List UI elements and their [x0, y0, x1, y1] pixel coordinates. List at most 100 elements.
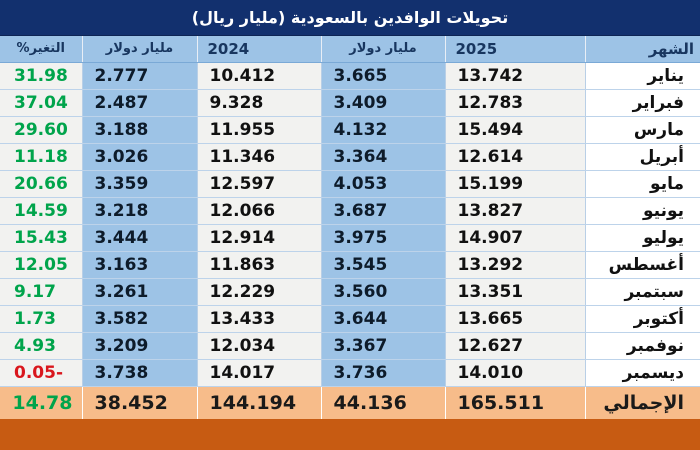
table-row[interactable]: يوليو 14.907 3.975 12.914 3.444 15.43	[0, 224, 700, 252]
cell-change-pct[interactable]: 9.17	[0, 278, 82, 306]
total-value-2025[interactable]: 165.511	[444, 385, 585, 419]
cell-dollar-2025[interactable]: 3.367	[320, 332, 445, 360]
cell-dollar-2024[interactable]: 3.209	[81, 332, 197, 360]
cell-value-2025[interactable]: 13.665	[444, 305, 585, 333]
cell-dollar-2025[interactable]: 3.687	[320, 197, 445, 225]
table-row[interactable]: أبريل 12.614 3.364 11.346 3.026 11.18	[0, 143, 700, 171]
cell-dollar-2024[interactable]: 3.738	[81, 359, 197, 387]
cell-value-2024[interactable]: 11.346	[196, 143, 321, 171]
cell-value-2025[interactable]: 13.827	[444, 197, 585, 225]
cell-value-2025[interactable]: 15.199	[444, 170, 585, 198]
cell-change-pct[interactable]: 29.60	[0, 116, 82, 144]
cell-month[interactable]: مارس	[584, 116, 700, 144]
total-change-pct[interactable]: 14.78	[0, 385, 82, 419]
column-header-change[interactable]: التغير%	[0, 36, 82, 63]
cell-change-pct[interactable]: 12.05	[0, 251, 82, 279]
cell-dollar-2025[interactable]: 3.665	[320, 62, 445, 90]
cell-value-2025[interactable]: 13.351	[444, 278, 585, 306]
cell-value-2025[interactable]: 13.292	[444, 251, 585, 279]
column-header-dollar-2024[interactable]: مليار دولار	[81, 36, 197, 63]
cell-value-2024[interactable]: 14.017	[196, 359, 321, 387]
table-row[interactable]: يونيو 13.827 3.687 12.066 3.218 14.59	[0, 197, 700, 225]
total-value-2024[interactable]: 144.194	[196, 385, 321, 419]
table-row[interactable]: مايو 15.199 4.053 12.597 3.359 20.66	[0, 170, 700, 198]
cell-value-2024[interactable]: 10.412	[196, 62, 321, 90]
cell-value-2024[interactable]: 11.955	[196, 116, 321, 144]
cell-dollar-2025[interactable]: 3.409	[320, 89, 445, 117]
table-row[interactable]: فبراير 12.783 3.409 9.328 2.487 37.04	[0, 89, 700, 117]
cell-change-pct[interactable]: 1.73	[0, 305, 82, 333]
table-row[interactable]: يناير 13.742 3.665 10.412 2.777 31.98	[0, 62, 700, 90]
cell-month[interactable]: أغسطس	[584, 251, 700, 279]
cell-dollar-2025[interactable]: 3.545	[320, 251, 445, 279]
cell-change-pct[interactable]: 20.66	[0, 170, 82, 198]
cell-month[interactable]: نوفمبر	[584, 332, 700, 360]
cell-value-2024[interactable]: 12.066	[196, 197, 321, 225]
cell-month[interactable]: فبراير	[584, 89, 700, 117]
cell-change-pct[interactable]: 4.93	[0, 332, 82, 360]
cell-change-pct[interactable]: -0.05	[0, 359, 82, 387]
cell-dollar-2025[interactable]: 3.975	[320, 224, 445, 252]
column-header-month[interactable]: الشهر	[584, 36, 700, 63]
cell-dollar-2025[interactable]: 3.644	[320, 305, 445, 333]
table-row[interactable]: مارس 15.494 4.132 11.955 3.188 29.60	[0, 116, 700, 144]
cell-change-pct[interactable]: 14.59	[0, 197, 82, 225]
column-header-2025[interactable]: 2025	[444, 36, 585, 63]
table-row[interactable]: نوفمبر 12.627 3.367 12.034 3.209 4.93	[0, 332, 700, 360]
cell-dollar-2024[interactable]: 3.261	[81, 278, 197, 306]
cell-value-2025[interactable]: 15.494	[444, 116, 585, 144]
cell-value-2025[interactable]: 14.010	[444, 359, 585, 387]
cell-dollar-2024[interactable]: 3.582	[81, 305, 197, 333]
column-header-dollar-2025[interactable]: مليار دولار	[320, 36, 445, 63]
cell-dollar-2025[interactable]: 3.364	[320, 143, 445, 171]
cell-value-2025[interactable]: 13.742	[444, 62, 585, 90]
cell-month[interactable]: يناير	[584, 62, 700, 90]
cell-dollar-2025[interactable]: 3.560	[320, 278, 445, 306]
total-dollar-2024[interactable]: 38.452	[81, 385, 197, 419]
cell-month[interactable]: مايو	[584, 170, 700, 198]
cell-dollar-2025[interactable]: 3.736	[320, 359, 445, 387]
cell-dollar-2024[interactable]: 3.218	[81, 197, 197, 225]
total-label[interactable]: الإجمالي	[584, 385, 700, 419]
cell-dollar-2024[interactable]: 3.359	[81, 170, 197, 198]
cell-month[interactable]: ديسمبر	[584, 359, 700, 387]
cell-dollar-2025[interactable]: 4.132	[320, 116, 445, 144]
total-row[interactable]: الإجمالي 165.511 44.136 144.194 38.452 14.78	[0, 385, 700, 419]
cell-value-2024[interactable]: 11.863	[196, 251, 321, 279]
cell-value-2025[interactable]: 12.627	[444, 332, 585, 360]
column-header-2024[interactable]: 2024	[196, 36, 321, 63]
table-row[interactable]: ديسمبر 14.010 3.736 14.017 3.738 -0.05	[0, 359, 700, 387]
table-body: يناير 13.742 3.665 10.412 2.777 31.98 فبراير 12…	[0, 62, 700, 419]
cell-dollar-2025[interactable]: 4.053	[320, 170, 445, 198]
cell-value-2024[interactable]: 9.328	[196, 89, 321, 117]
cell-value-2025[interactable]: 12.614	[444, 143, 585, 171]
cell-dollar-2024[interactable]: 3.026	[81, 143, 197, 171]
cell-dollar-2024[interactable]: 2.487	[81, 89, 197, 117]
cell-value-2024[interactable]: 12.034	[196, 332, 321, 360]
cell-dollar-2024[interactable]: 3.444	[81, 224, 197, 252]
table-row[interactable]: أكتوبر 13.665 3.644 13.433 3.582 1.73	[0, 305, 700, 333]
cell-dollar-2024[interactable]: 3.188	[81, 116, 197, 144]
cell-change-pct[interactable]: 15.43	[0, 224, 82, 252]
cell-month[interactable]: أكتوبر	[584, 305, 700, 333]
cell-value-2025[interactable]: 12.783	[444, 89, 585, 117]
cell-dollar-2024[interactable]: 3.163	[81, 251, 197, 279]
table-header: الشهر 2025 مليار دولار 2024 مليار دولار …	[0, 36, 700, 63]
cell-month[interactable]: أبريل	[584, 143, 700, 171]
cell-value-2024[interactable]: 13.433	[196, 305, 321, 333]
total-dollar-2025[interactable]: 44.136	[320, 385, 445, 419]
cell-change-pct[interactable]: 37.04	[0, 89, 82, 117]
cell-value-2024[interactable]: 12.597	[196, 170, 321, 198]
cell-value-2025[interactable]: 14.907	[444, 224, 585, 252]
cell-month[interactable]: سبتمبر	[584, 278, 700, 306]
cell-dollar-2024[interactable]: 2.777	[81, 62, 197, 90]
cell-value-2024[interactable]: 12.914	[196, 224, 321, 252]
table-row[interactable]: أغسطس 13.292 3.545 11.863 3.163 12.05	[0, 251, 700, 279]
cell-month[interactable]: يوليو	[584, 224, 700, 252]
cell-month[interactable]: يونيو	[584, 197, 700, 225]
table-row[interactable]: سبتمبر 13.351 3.560 12.229 3.261 9.17	[0, 278, 700, 306]
cell-value-2024[interactable]: 12.229	[196, 278, 321, 306]
cell-change-pct[interactable]: 31.98	[0, 62, 82, 90]
cell-change-pct[interactable]: 11.18	[0, 143, 82, 171]
